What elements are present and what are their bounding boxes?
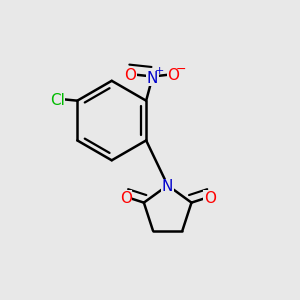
Text: +: + xyxy=(154,66,164,76)
Text: Cl: Cl xyxy=(50,93,65,108)
Text: N: N xyxy=(147,70,158,86)
Text: O: O xyxy=(124,68,136,83)
Text: −: − xyxy=(176,63,186,76)
Text: O: O xyxy=(168,68,180,83)
Text: O: O xyxy=(204,191,216,206)
Text: O: O xyxy=(120,191,132,206)
Text: N: N xyxy=(162,179,173,194)
